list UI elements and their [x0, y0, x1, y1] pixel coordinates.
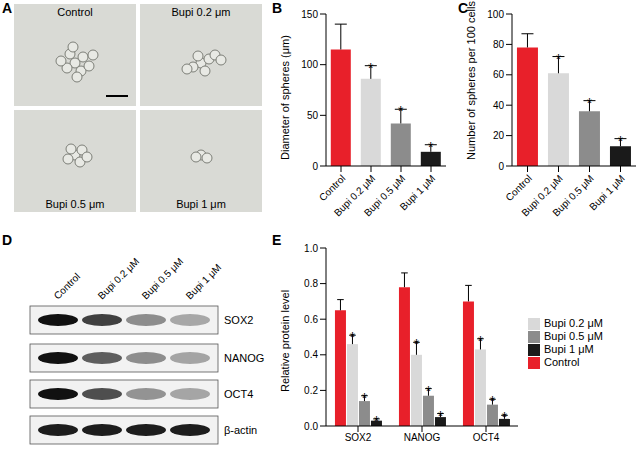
svg-text:*: * [374, 413, 380, 429]
svg-text:*: * [426, 383, 432, 399]
svg-text:0.4: 0.4 [304, 349, 318, 360]
svg-text:0.8: 0.8 [304, 278, 318, 289]
svg-text:40: 40 [493, 100, 505, 111]
svg-text:Bupi 1 μM: Bupi 1 μM [398, 173, 438, 213]
svg-text:Bupi 1 μm: Bupi 1 μm [176, 198, 226, 210]
svg-text:SOX2: SOX2 [345, 432, 372, 443]
svg-text:*: * [362, 390, 368, 406]
svg-text:*: * [618, 133, 624, 149]
svg-text:*: * [556, 51, 562, 67]
svg-text:*: * [398, 103, 404, 119]
svg-text:Bupi 1 μM: Bupi 1 μM [587, 173, 627, 213]
svg-text:20: 20 [493, 130, 505, 141]
svg-text:0.6: 0.6 [304, 314, 318, 325]
svg-text:*: * [502, 409, 508, 425]
svg-text:Bupi 0.5 μM: Bupi 0.5 μM [550, 173, 596, 219]
svg-text:Bupi 0.5 μM: Bupi 0.5 μM [362, 173, 408, 219]
svg-text:Number of spheres per 100 cell: Number of spheres per 100 cells [465, 1, 477, 160]
svg-text:Bupi 0.2 μM: Bupi 0.2 μM [96, 256, 142, 302]
svg-text:OCT4: OCT4 [224, 388, 253, 400]
svg-text:*: * [490, 393, 496, 409]
svg-text:1.0: 1.0 [304, 243, 318, 254]
svg-text:*: * [368, 60, 374, 76]
svg-text:0.2: 0.2 [304, 385, 318, 396]
svg-text:NANOG: NANOG [404, 432, 441, 443]
svg-text:Bupi 0.5 μM: Bupi 0.5 μM [140, 256, 186, 302]
svg-text:Bupi 1 μM: Bupi 1 μM [184, 262, 224, 302]
svg-text:OCT4: OCT4 [473, 432, 500, 443]
svg-text:*: * [414, 336, 420, 352]
svg-text:50: 50 [307, 110, 319, 121]
svg-text:60: 60 [493, 69, 505, 80]
svg-text:0: 0 [498, 161, 504, 172]
svg-text:Control: Control [57, 6, 92, 18]
svg-text:0: 0 [312, 161, 318, 172]
svg-text:Bupi 0.5 μm: Bupi 0.5 μm [46, 198, 105, 210]
svg-text:*: * [438, 408, 444, 424]
svg-text:SOX2: SOX2 [224, 314, 253, 326]
svg-text:100: 100 [301, 59, 318, 70]
svg-text:NANOG: NANOG [224, 352, 264, 364]
svg-text:0.0: 0.0 [304, 421, 318, 432]
svg-text:*: * [350, 329, 356, 345]
svg-text:Bupi 0.2 μm: Bupi 0.2 μm [172, 6, 231, 18]
svg-text:100: 100 [487, 9, 504, 20]
svg-text:150: 150 [301, 9, 318, 20]
svg-text:*: * [428, 139, 434, 155]
svg-text:*: * [478, 333, 484, 349]
svg-text:Diameter of spheres (μm): Diameter of spheres (μm) [279, 35, 291, 160]
svg-text:Control: Control [52, 271, 83, 302]
svg-text:β-actin: β-actin [224, 424, 257, 436]
svg-text:*: * [587, 95, 593, 111]
svg-text:Relative protein level: Relative protein level [279, 290, 291, 392]
svg-text:80: 80 [493, 39, 505, 50]
svg-text:Control: Control [503, 173, 534, 204]
